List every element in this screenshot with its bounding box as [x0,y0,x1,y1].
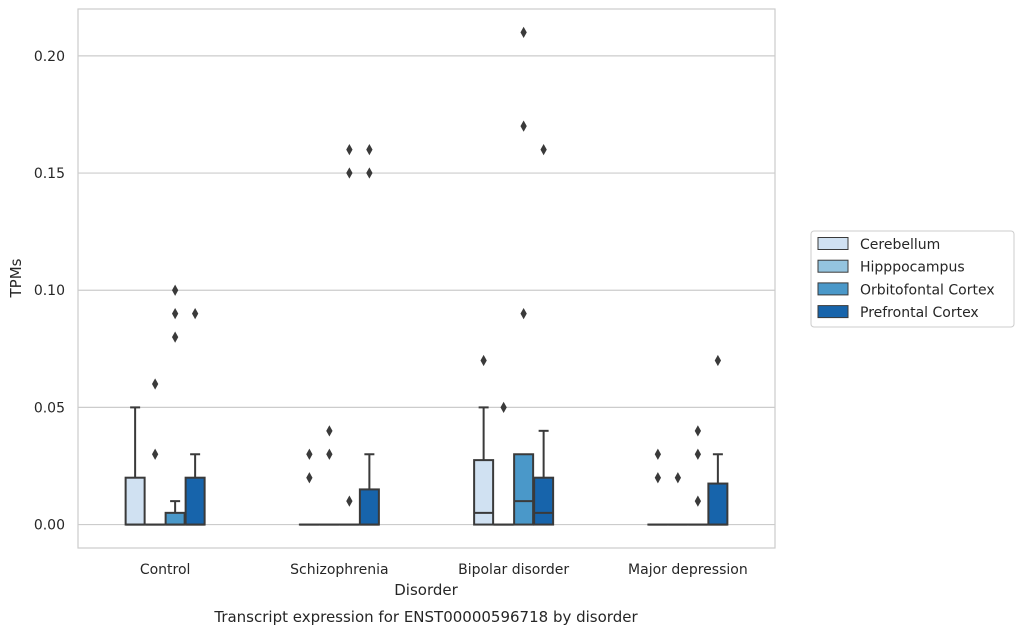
outlier-point [694,495,702,507]
box [184,453,206,526]
chart-title: Transcript expression for ENST0000059671… [213,608,638,626]
legend-label: Cerebellum [860,237,940,253]
outlier-point [151,378,159,390]
outlier-point [346,167,353,179]
box-body [473,459,495,526]
y-tick-label: 0.10 [34,283,65,299]
outlier-point [714,354,722,367]
plot-frame [77,8,776,549]
box-body [164,511,186,526]
box [707,453,729,526]
legend-swatch [817,282,849,296]
outlier-point [520,120,527,132]
outlier-point [326,425,333,437]
outlier-point [500,401,507,414]
x-tick-label: Control [140,562,191,578]
plot-area [78,9,775,548]
outlier-point [694,448,702,460]
box-body [707,482,729,526]
box-body [513,453,535,526]
outlier-point [520,308,527,320]
outlier-point [366,143,373,156]
x-tick-label: Schizophrenia [290,562,388,578]
outlier-point [171,308,179,320]
outlier-point [326,448,333,460]
legend-label: Hipppocampus [860,260,965,276]
y-tick-label: 0.05 [34,400,65,416]
x-tick-label: Bipolar disorder [458,562,569,578]
box [513,453,535,526]
legend-swatch [817,305,849,319]
box-body [358,488,380,526]
outlier-point [654,472,662,484]
box [473,406,495,526]
outlier-point [694,425,702,437]
box [358,453,380,526]
x-tick-label: Major depression [628,562,748,578]
y-axis-label: TPMs [7,258,25,298]
box [533,429,555,526]
x-tick-labels: Control Schizophrenia Bipolar disorder Majo… [140,562,748,578]
legend-label: Orbitofontal Cortex [860,282,995,298]
legend-label: Prefrontal Cortex [860,305,979,321]
outlier-point [346,143,353,156]
outlier-point [366,167,373,179]
outliers [151,26,722,507]
legend-swatch [817,259,849,273]
box-body [124,476,146,526]
outlier-point [520,26,527,39]
x-axis-label: Disorder [394,581,458,599]
outlier-point [191,308,199,320]
outlier-point [306,448,313,460]
outlier-point [171,284,179,296]
box [124,406,146,526]
outlier-point [306,472,313,484]
outlier-point [674,472,682,484]
outlier-point [480,354,487,367]
legend: Cerebellum Hipppocampus Orbitofontal Corte… [810,230,1015,328]
box-body [184,476,206,526]
box-body [533,476,555,526]
outlier-point [151,448,159,460]
legend-swatch [817,237,849,250]
y-tick-label: 0.00 [34,518,65,534]
box [164,500,186,526]
legend-frame [810,230,1015,328]
outlier-point [540,143,547,156]
y-tick-labels: 0.00 0.05 0.10 0.15 0.20 [34,49,65,534]
y-tick-label: 0.15 [34,166,65,182]
y-tick-label: 0.20 [34,49,65,65]
outlier-point [171,331,179,343]
boxes [124,406,729,526]
outlier-point [654,448,662,460]
outlier-point [346,495,353,507]
